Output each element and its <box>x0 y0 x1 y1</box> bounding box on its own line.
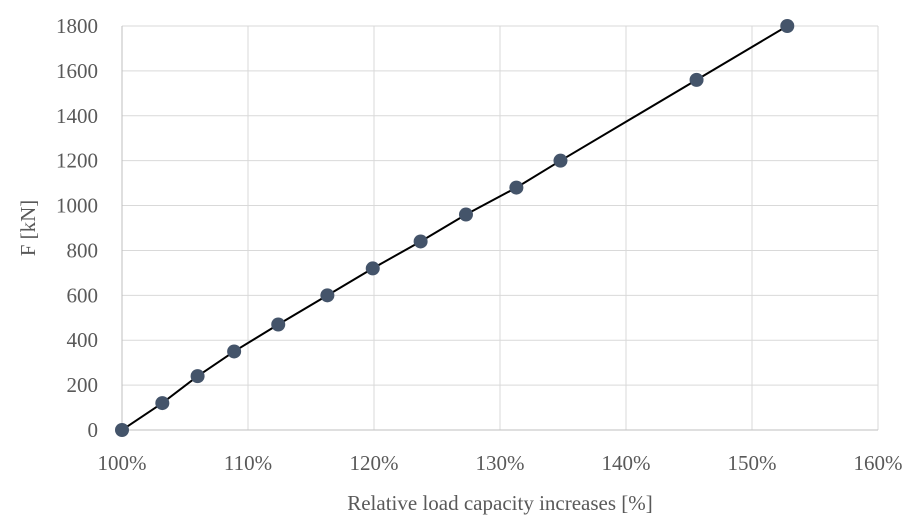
data-point <box>190 369 205 384</box>
series-marker-layer <box>115 19 795 437</box>
data-point <box>413 234 428 249</box>
x-axis-title: Relative load capacity increases [%] <box>347 491 653 515</box>
data-point <box>689 72 704 87</box>
y-tick-label: 600 <box>67 283 99 307</box>
data-point <box>365 261 380 276</box>
y-axis-title: F [kN] <box>16 200 40 257</box>
x-tick-label: 140% <box>602 451 651 475</box>
axes <box>121 26 878 431</box>
y-tick-label: 400 <box>67 328 99 352</box>
y-tick-label: 1800 <box>56 14 98 38</box>
series-line <box>121 25 788 431</box>
y-tick-labels: 0 200 400 600 800 1000 1200 1400 1600 1800 <box>56 14 98 442</box>
x-tick-label: 100% <box>98 451 147 475</box>
y-tick-label: 800 <box>67 238 99 262</box>
x-tick-labels: 100% 110% 120% 130% 140% 150% 160% <box>98 451 903 475</box>
data-point <box>320 288 335 303</box>
x-tick-label: 160% <box>854 451 903 475</box>
y-tick-label: 1000 <box>56 194 98 218</box>
data-point <box>227 344 242 359</box>
data-point <box>115 423 129 437</box>
data-point <box>509 180 524 195</box>
y-tick-label: 1200 <box>56 149 98 173</box>
x-tick-label: 150% <box>728 451 777 475</box>
data-point <box>553 153 568 168</box>
x-tick-label: 130% <box>476 451 525 475</box>
y-tick-label: 200 <box>67 373 99 397</box>
data-point <box>271 317 286 332</box>
y-tick-label: 0 <box>88 418 99 442</box>
grid <box>122 25 879 430</box>
y-tick-label: 1600 <box>56 59 98 83</box>
data-point <box>780 19 795 33</box>
data-point <box>155 396 170 411</box>
x-tick-label: 110% <box>224 451 272 475</box>
x-tick-label: 120% <box>350 451 399 475</box>
series-line-layer <box>121 25 788 431</box>
y-tick-label: 1400 <box>56 104 98 128</box>
data-point <box>458 207 473 222</box>
